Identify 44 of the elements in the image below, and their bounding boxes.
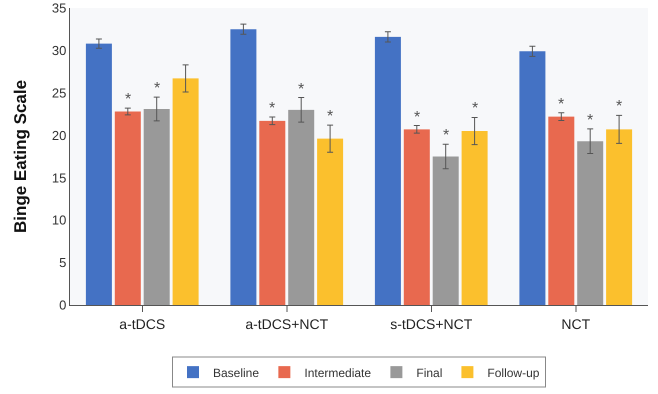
y-tick-label: 0 xyxy=(59,298,66,313)
x-tick-label: a-tDCS xyxy=(119,316,166,332)
bar xyxy=(606,129,632,305)
bar xyxy=(462,131,488,305)
bar xyxy=(86,44,112,305)
legend-label: Baseline xyxy=(213,366,260,380)
y-tick-label: 5 xyxy=(59,255,66,270)
bar xyxy=(374,36,401,305)
data-label: * xyxy=(443,127,450,144)
y-axis-title: Binge Eating Scale xyxy=(11,80,30,234)
data-label: * xyxy=(327,108,334,125)
data-label: * xyxy=(472,100,478,117)
bar xyxy=(404,129,430,305)
data-label: * xyxy=(269,100,276,117)
bar xyxy=(317,138,344,305)
x-tick-label: s-tDCS+NCT xyxy=(390,316,473,332)
bar xyxy=(172,78,199,305)
bar xyxy=(519,51,546,305)
y-tick-label: 15 xyxy=(52,170,66,186)
bar xyxy=(114,112,141,305)
y-tick-label: 20 xyxy=(52,128,66,143)
bar xyxy=(548,116,574,305)
legend-label: Intermediate xyxy=(304,366,372,380)
y-tick-label: 10 xyxy=(52,212,66,228)
y-tick-label: 25 xyxy=(52,85,66,100)
legend-label: Follow-up xyxy=(487,366,540,380)
data-label: * xyxy=(298,81,304,98)
data-label: * xyxy=(587,112,594,129)
y-tick-label: 30 xyxy=(52,42,66,58)
data-label: * xyxy=(414,109,420,126)
data-label: * xyxy=(154,80,160,97)
x-tick-label: a-tDCS+NCT xyxy=(245,316,329,332)
x-tick-label: NCT xyxy=(561,316,591,332)
bar xyxy=(230,29,256,305)
bar xyxy=(144,108,170,305)
data-label: * xyxy=(558,96,564,113)
data-label: * xyxy=(616,98,622,115)
bar xyxy=(577,141,604,305)
y-tick-label: 35 xyxy=(52,0,66,16)
bar xyxy=(288,110,314,305)
legend-label: Final xyxy=(416,366,442,380)
bar xyxy=(259,120,286,305)
data-label: * xyxy=(125,91,132,108)
bar xyxy=(432,156,459,305)
